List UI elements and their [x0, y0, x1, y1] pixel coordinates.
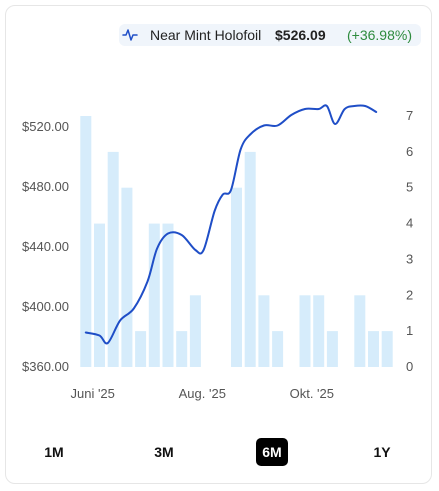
variant-price-pill[interactable] — [119, 24, 421, 46]
price-line — [84, 104, 378, 345]
price-tick-label: $360.00 — [22, 359, 69, 374]
price-tick-label: $440.00 — [22, 239, 69, 254]
volume-tick-label: 2 — [406, 287, 413, 302]
line-chart-icon — [122, 29, 138, 41]
x-tick-label: Aug. '25 — [179, 386, 226, 401]
volume-bar — [148, 223, 160, 367]
range-button-1y[interactable]: 1Y — [365, 438, 399, 466]
volume-bar — [135, 331, 147, 367]
volume-bar — [176, 331, 188, 367]
volume-bar — [313, 295, 325, 367]
volume-bar — [162, 223, 174, 367]
volume-bar — [381, 331, 393, 367]
volume-bar — [258, 295, 270, 367]
volume-bar — [244, 151, 256, 367]
volume-tick-label: 3 — [406, 251, 413, 266]
volume-bar — [326, 331, 338, 367]
range-button-3m[interactable]: 3M — [146, 438, 182, 466]
volume-bar — [80, 116, 92, 367]
volume-bar — [231, 187, 242, 367]
volume-bar — [299, 295, 311, 367]
current-price: $526.09 — [275, 27, 326, 43]
volume-bar — [94, 223, 105, 367]
price-volume-chart: $520.00 $480.00 $440.00 $400.00 $360.00 7 6 5 4 3… — [22, 104, 413, 401]
x-tick-label: Juni '25 — [70, 386, 114, 401]
volume-tick-label: 6 — [406, 144, 413, 159]
volume-bar — [368, 331, 379, 367]
volume-tick-label: 0 — [406, 359, 413, 374]
x-tick-label: Okt. '25 — [290, 386, 334, 401]
volume-bar — [121, 187, 133, 367]
volume-bar — [107, 151, 119, 367]
price-tick-label: $400.00 — [22, 299, 69, 314]
volume-tick-label: 1 — [406, 323, 413, 338]
volume-tick-label: 5 — [406, 180, 413, 195]
volume-bar — [189, 295, 201, 367]
range-button-6m[interactable]: 6M — [256, 438, 288, 466]
volume-tick-label: 7 — [406, 108, 413, 123]
volume-tick-label: 4 — [406, 216, 413, 231]
volume-bar — [354, 295, 366, 367]
variant-label: Near Mint Holofoil — [150, 27, 262, 43]
price-tick-label: $480.00 — [22, 179, 69, 194]
range-button-1m[interactable]: 1M — [36, 438, 72, 466]
price-tick-label: $520.00 — [22, 119, 69, 134]
price-change: (+36.98%) — [347, 27, 412, 43]
price-history-card — [5, 5, 432, 484]
volume-bar — [272, 331, 284, 367]
